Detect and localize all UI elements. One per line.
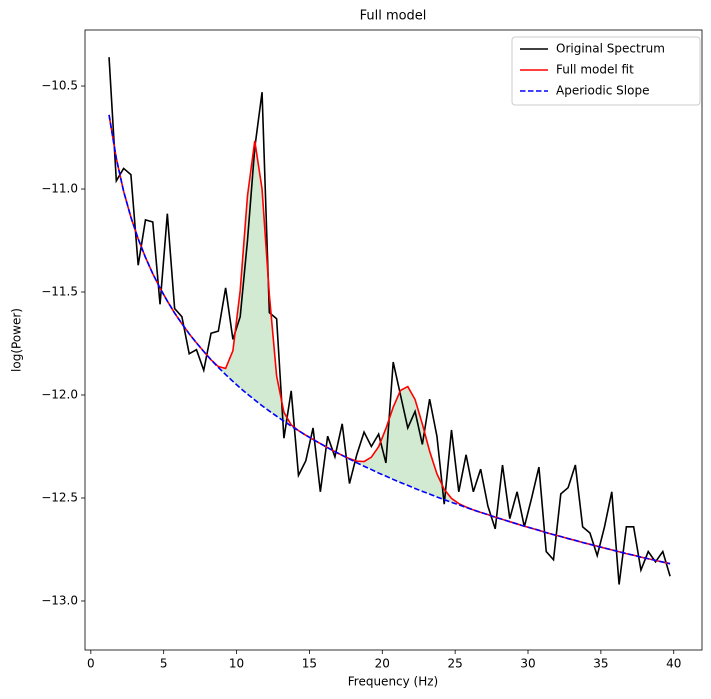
x-axis-label: Frequency (Hz) xyxy=(348,675,439,689)
legend-label: Aperiodic Slope xyxy=(556,84,649,98)
legend-box xyxy=(511,36,701,106)
x-tick-label: 40 xyxy=(666,657,681,671)
series-line xyxy=(108,114,671,565)
x-tick-label: 15 xyxy=(302,657,317,671)
x-tick-label: 0 xyxy=(87,657,95,671)
x-tick-label: 35 xyxy=(593,657,608,671)
y-tick-label: −11.5 xyxy=(41,285,78,299)
y-tick-label: −12.5 xyxy=(41,490,78,504)
x-tick-label: 10 xyxy=(229,657,244,671)
x-tick-label: 30 xyxy=(520,657,535,671)
legend-label: Full model fit xyxy=(556,63,634,77)
x-tick-label: 5 xyxy=(160,657,168,671)
y-tick-label: −10.5 xyxy=(41,79,78,93)
plot-frame xyxy=(84,29,703,651)
chart-title: Full model xyxy=(360,9,427,24)
x-tick-label: 25 xyxy=(448,657,463,671)
y-tick-label: −13.0 xyxy=(41,593,78,607)
x-tick-label: 20 xyxy=(375,657,390,671)
legend-label: Original Spectrum xyxy=(556,42,665,56)
y-axis-label: log(Power) xyxy=(10,308,24,372)
y-tick-label: −12.0 xyxy=(41,387,78,401)
series-line xyxy=(108,57,671,585)
y-tick-label: −11.0 xyxy=(41,182,78,196)
